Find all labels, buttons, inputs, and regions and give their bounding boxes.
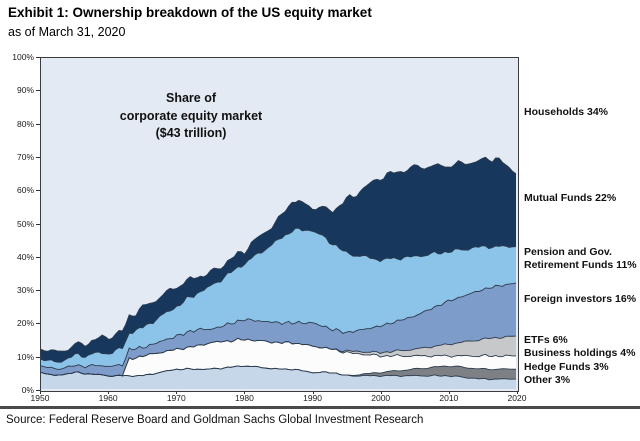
x-axis-label-2020: 2020 (507, 393, 527, 403)
band-outline-pension-gov-retirement-funds (41, 227, 516, 363)
series-label-etfs: ETFs 6% (524, 334, 568, 346)
x-axis-tick (108, 391, 110, 394)
band-outline-foreign-investors (41, 282, 516, 370)
annotation-line-2: corporate equity market (119, 108, 263, 123)
x-axis-tick (380, 391, 382, 394)
y-axis-label-80: 80% (16, 118, 34, 129)
y-axis-tick (36, 356, 40, 358)
x-axis-tick (40, 391, 41, 394)
y-axis-tick (36, 390, 40, 391)
series-label-other: Other 3% (524, 374, 571, 386)
source-text: Source: Federal Reserve Board and Goldma… (6, 414, 424, 426)
series-label-business-holdings: Business holdings 4% (524, 347, 636, 359)
x-axis-label-1960: 1960 (98, 393, 118, 403)
y-axis-tick (36, 323, 40, 325)
x-axis-tick (448, 391, 450, 394)
y-axis-label-40: 40% (16, 251, 34, 262)
y-axis-tick (36, 256, 40, 258)
x-axis-label-1990: 1990 (303, 393, 323, 403)
series-label-hedge-funds: Hedge Funds 3% (524, 361, 609, 373)
y-axis-label-90: 90% (16, 85, 34, 96)
x-axis-label-1950: 1950 (30, 393, 50, 403)
y-axis-label-60: 60% (16, 185, 34, 196)
series-label-mutual-funds: Mutual Funds 22% (524, 192, 617, 204)
band-outline-etfs (41, 335, 516, 377)
y-axis-label-100: 100% (12, 52, 34, 62)
x-axis-label-1970: 1970 (166, 393, 186, 403)
y-axis-tick (36, 156, 40, 158)
y-axis-label-0: 0% (21, 385, 34, 395)
y-axis-label-70: 70% (16, 151, 34, 162)
y-axis-label-30: 30% (16, 285, 34, 296)
x-axis-label-1980: 1980 (234, 393, 254, 403)
y-axis-tick (36, 123, 40, 125)
band-mutual-funds (41, 157, 516, 363)
y-axis-tick (36, 90, 40, 92)
series-label-households: Households 34% (524, 106, 609, 118)
x-axis-tick (517, 391, 518, 394)
stacked-area-chart (41, 156, 516, 389)
page-title: Exhibit 1: Ownership breakdown of the US… (8, 5, 372, 20)
divider-rule (0, 406, 640, 409)
y-axis-label-50: 50% (16, 218, 34, 229)
x-axis-tick (312, 391, 314, 394)
x-axis-tick (176, 391, 178, 394)
band-pension-gov-retirement-funds (41, 228, 516, 370)
annotation-line-1: Share of (165, 91, 216, 105)
y-axis-label-10: 10% (16, 351, 34, 362)
plot-area: Share of corporate equity market ($43 tr… (40, 57, 519, 392)
x-axis-tick (244, 391, 246, 394)
y-axis-tick (36, 290, 40, 292)
band-foreign-investors (41, 283, 516, 377)
band-other (41, 365, 516, 389)
x-axis-label-2000: 2000 (371, 393, 391, 403)
annotation-line-3: ($43 trillion) (155, 126, 227, 140)
y-axis-tick (36, 57, 40, 58)
band-outline-mutual-funds (41, 156, 516, 352)
y-axis-tick (36, 190, 40, 192)
x-axis-label-2010: 2010 (439, 393, 459, 403)
y-axis-label-20: 20% (16, 318, 34, 329)
y-axis-tick (36, 223, 40, 225)
band-business-holdings (41, 338, 516, 377)
series-label-pension-gov-retirement-funds: Pension and Gov. Retirement Funds 11% (524, 246, 637, 272)
series-label-foreign-investors: Foreign investors 16% (524, 293, 637, 305)
page-subtitle: as of March 31, 2020 (8, 25, 126, 39)
chart-annotation: Share of corporate equity market ($43 tr… (61, 90, 321, 143)
band-hedge-funds (41, 365, 516, 380)
